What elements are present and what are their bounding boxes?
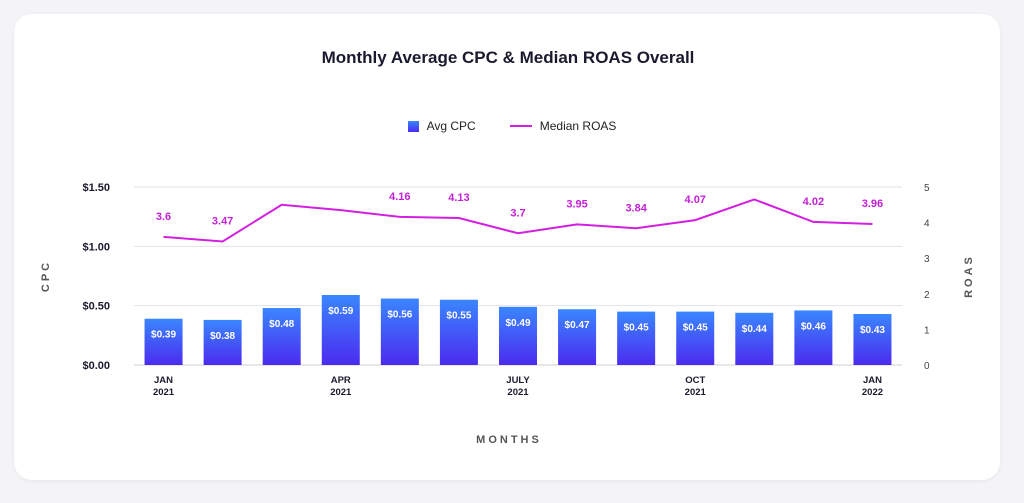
bar-value-label: $0.47 <box>565 320 590 331</box>
bar <box>203 319 242 365</box>
roas-value-label: 3.96 <box>862 198 883 210</box>
y-tick-label: $1.00 <box>82 241 110 253</box>
bar-value-label: $0.55 <box>446 311 471 322</box>
x-tick-label: 2021 <box>507 387 529 398</box>
y2-tick-label: 4 <box>924 219 930 230</box>
bar <box>853 313 892 365</box>
y-tick-label: $0.00 <box>82 360 110 372</box>
roas-line <box>163 198 873 243</box>
y-tick-label: $0.50 <box>82 301 110 313</box>
legend-item-avg-cpc[interactable]: Avg CPC <box>407 119 476 133</box>
x-tick-label: 2021 <box>330 387 352 398</box>
x-tick-label: OCT <box>685 375 705 386</box>
bar <box>380 298 419 365</box>
y2-tick-label: 0 <box>924 361 930 372</box>
bar <box>499 306 537 365</box>
x-tick-label: JAN <box>154 375 173 386</box>
legend-label-median-roas: Median ROAS <box>539 119 617 133</box>
roas-value-label: 4.02 <box>803 196 824 208</box>
bar-value-label: $0.45 <box>624 323 649 334</box>
chart-title: Monthly Average CPC & Median ROAS Overal… <box>321 48 695 67</box>
bar-value-label: $0.49 <box>505 318 530 329</box>
y2-tick-label: 3 <box>924 254 930 265</box>
bar <box>558 309 597 365</box>
y2-tick-label: 1 <box>924 325 930 336</box>
legend-line-swatch <box>509 125 532 127</box>
y-tick-label: $1.50 <box>82 182 110 194</box>
roas-value-label: 4.16 <box>389 191 410 203</box>
x-tick-label: JULY <box>506 375 530 386</box>
legend-bar-swatch <box>407 120 419 132</box>
chart-card <box>14 14 1000 480</box>
bar <box>794 310 833 365</box>
bar-value-label: $0.46 <box>801 321 826 332</box>
roas-value-label: 3.47 <box>212 215 233 227</box>
bar <box>439 299 478 365</box>
bar <box>144 318 183 365</box>
x-tick-label: 2022 <box>862 387 883 398</box>
bar <box>321 294 360 365</box>
bar-value-label: $0.39 <box>151 330 176 341</box>
bar-value-label: $0.59 <box>328 306 353 317</box>
bar <box>676 311 715 365</box>
legend-item-median-roas[interactable]: Median ROAS <box>509 119 617 133</box>
bar-value-label: $0.38 <box>210 331 235 342</box>
bar <box>262 308 301 365</box>
y2-axis-title: ROAS <box>963 254 975 298</box>
legend: Avg CPC Median ROAS <box>0 119 1024 133</box>
legend-label-avg-cpc: Avg CPC <box>426 119 476 133</box>
roas-value-label: 3.95 <box>566 198 587 210</box>
bar-value-label: $0.45 <box>683 323 708 334</box>
bar-value-label: $0.44 <box>742 324 767 335</box>
roas-value-label: 4.07 <box>685 194 706 206</box>
bar-value-label: $0.43 <box>860 325 885 336</box>
bar-value-label: $0.48 <box>269 319 294 330</box>
bar-value-label: $0.56 <box>387 310 412 321</box>
x-axis-title: MONTHS <box>476 434 542 446</box>
x-tick-label: 2021 <box>153 387 175 398</box>
roas-value-label: 3.7 <box>510 207 525 219</box>
x-tick-label: 2021 <box>685 387 707 398</box>
x-tick-label: APR <box>331 375 351 386</box>
bar <box>617 311 656 365</box>
bar <box>735 312 774 365</box>
roas-value-label: 3.84 <box>625 202 647 214</box>
roas-value-label: 4.13 <box>448 192 469 204</box>
x-tick-label: JAN <box>863 375 882 386</box>
roas-value-label: 3.6 <box>156 211 171 223</box>
y-axis-title: CPC <box>40 260 52 292</box>
y2-tick-label: 2 <box>924 290 930 301</box>
y2-tick-label: 5 <box>924 183 930 194</box>
